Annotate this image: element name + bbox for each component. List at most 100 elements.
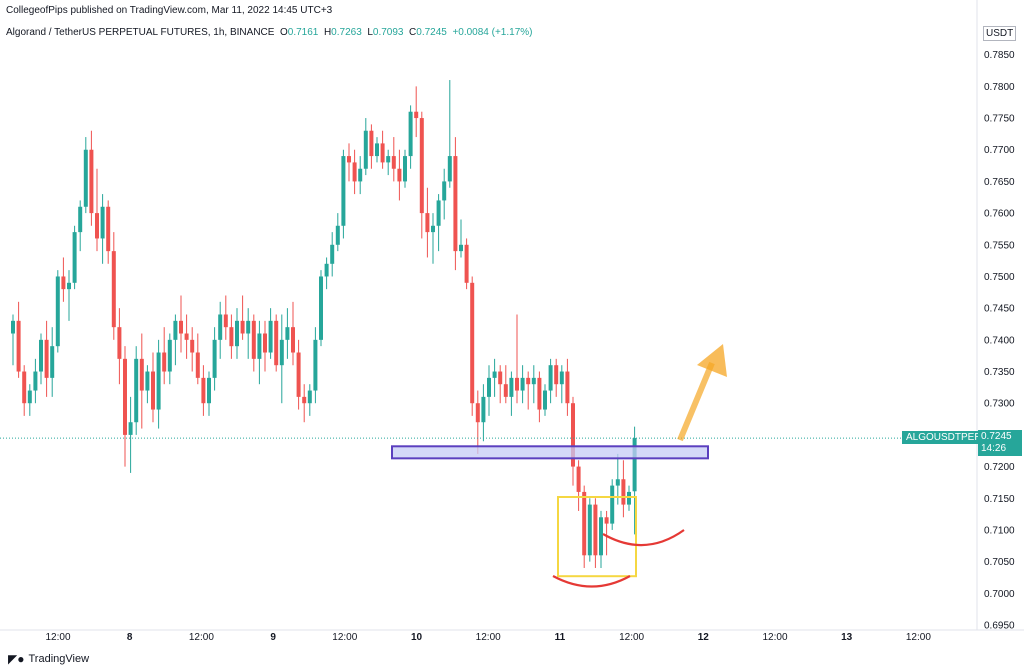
candle-body xyxy=(335,225,340,245)
candle xyxy=(11,314,15,366)
candle xyxy=(72,225,77,290)
candle xyxy=(459,219,463,258)
candle xyxy=(593,498,598,568)
candle xyxy=(274,314,279,372)
candle-body xyxy=(145,371,150,391)
change-value: +0.0084 (+1.17%) xyxy=(452,27,533,38)
time-tick-label: 8 xyxy=(127,632,133,643)
candle-body xyxy=(313,339,318,391)
tradingview-logo-icon: ◤● xyxy=(8,652,25,666)
candle xyxy=(235,308,239,359)
candle xyxy=(319,270,323,347)
candle xyxy=(503,365,508,404)
candle-body xyxy=(470,282,475,404)
candle-body xyxy=(117,327,122,359)
price-tick-label: 0.7500 xyxy=(984,272,1015,283)
time-tick-label: 9 xyxy=(270,632,276,643)
candle-body xyxy=(263,333,267,353)
candle xyxy=(179,295,183,353)
price-tick-label: 0.7150 xyxy=(984,494,1015,505)
candle-body xyxy=(587,504,592,556)
currency-label[interactable]: USDT xyxy=(983,26,1017,41)
open-label: O xyxy=(280,27,288,38)
candle xyxy=(268,308,273,359)
candle xyxy=(464,238,469,290)
candle xyxy=(89,130,94,226)
resistance-zone-box[interactable] xyxy=(391,445,709,460)
candle-body xyxy=(324,263,329,277)
candle xyxy=(67,270,71,321)
candle xyxy=(363,118,368,176)
candle xyxy=(520,365,525,404)
candle-body xyxy=(610,485,615,524)
candle-body xyxy=(464,244,469,283)
price-tick-label: 0.7300 xyxy=(984,399,1015,410)
candle-body xyxy=(352,162,357,182)
highlight-box[interactable] xyxy=(557,495,637,578)
candle xyxy=(335,213,340,252)
candle-body xyxy=(347,156,351,163)
rounding-arc[interactable] xyxy=(602,529,685,547)
candle xyxy=(111,232,116,340)
time-tick-label: 12 xyxy=(698,632,710,643)
candle-body xyxy=(67,282,71,290)
candle-body xyxy=(559,371,564,385)
candle-body xyxy=(419,118,424,214)
price-tick-label: 0.7550 xyxy=(984,240,1015,251)
candle xyxy=(347,143,351,182)
candle xyxy=(537,371,542,423)
candle xyxy=(50,327,55,397)
candle-body xyxy=(39,339,43,372)
candle-body xyxy=(106,206,111,252)
candle-body xyxy=(72,232,77,283)
candle xyxy=(128,396,133,473)
candle xyxy=(632,426,637,535)
arrow-shaft xyxy=(677,361,715,442)
candle-body xyxy=(453,156,458,252)
candle xyxy=(419,111,424,239)
candle xyxy=(425,187,430,258)
candle xyxy=(610,479,615,530)
candle xyxy=(139,333,144,429)
candle xyxy=(386,149,391,176)
bottom-arc[interactable] xyxy=(552,575,631,588)
footer-brand: ◤● TradingView xyxy=(8,652,89,666)
candle-body xyxy=(447,156,452,182)
candle xyxy=(380,130,385,169)
candle-body xyxy=(621,479,626,505)
time-axis[interactable]: 12:00 8 12:00 9 12:00 10 12:00 11 12:00 12 12:00 13… xyxy=(0,629,1024,643)
candle-body xyxy=(55,276,60,347)
candle-body xyxy=(481,396,486,423)
candle-body xyxy=(319,276,323,340)
candle-body xyxy=(179,320,183,334)
candle xyxy=(599,510,603,568)
time-tick-label: 12:00 xyxy=(332,632,357,643)
candle-body xyxy=(604,517,609,524)
candle xyxy=(531,365,536,404)
candle xyxy=(576,460,581,511)
candle-body xyxy=(139,358,144,391)
candle-body xyxy=(615,479,620,486)
symbol-name[interactable]: Algorand / TetherUS PERPETUAL FUTURES, 1… xyxy=(6,27,275,38)
candle xyxy=(330,232,335,277)
candle-body xyxy=(235,320,239,347)
candle-body xyxy=(531,377,536,385)
open-value: 0.7161 xyxy=(287,27,319,38)
candle xyxy=(195,333,200,385)
candle-body xyxy=(330,244,335,264)
candle xyxy=(257,320,262,385)
candle-body xyxy=(386,156,391,163)
candle-body xyxy=(268,320,273,353)
price-tick-label: 0.7400 xyxy=(984,335,1015,346)
candle xyxy=(145,365,150,404)
candle xyxy=(554,358,559,397)
low-label: L xyxy=(367,27,373,38)
candle xyxy=(95,168,99,252)
candle-body xyxy=(520,377,525,391)
price-axis[interactable]: 0.7850 0.7800 0.7750 0.7700 0.7650 0.7600 0.75… xyxy=(976,0,1015,632)
price-tick-label: 0.7800 xyxy=(984,82,1015,93)
price-tick-label: 0.7600 xyxy=(984,209,1015,220)
projection-arrow-icon[interactable] xyxy=(677,344,727,442)
candle xyxy=(151,352,155,423)
